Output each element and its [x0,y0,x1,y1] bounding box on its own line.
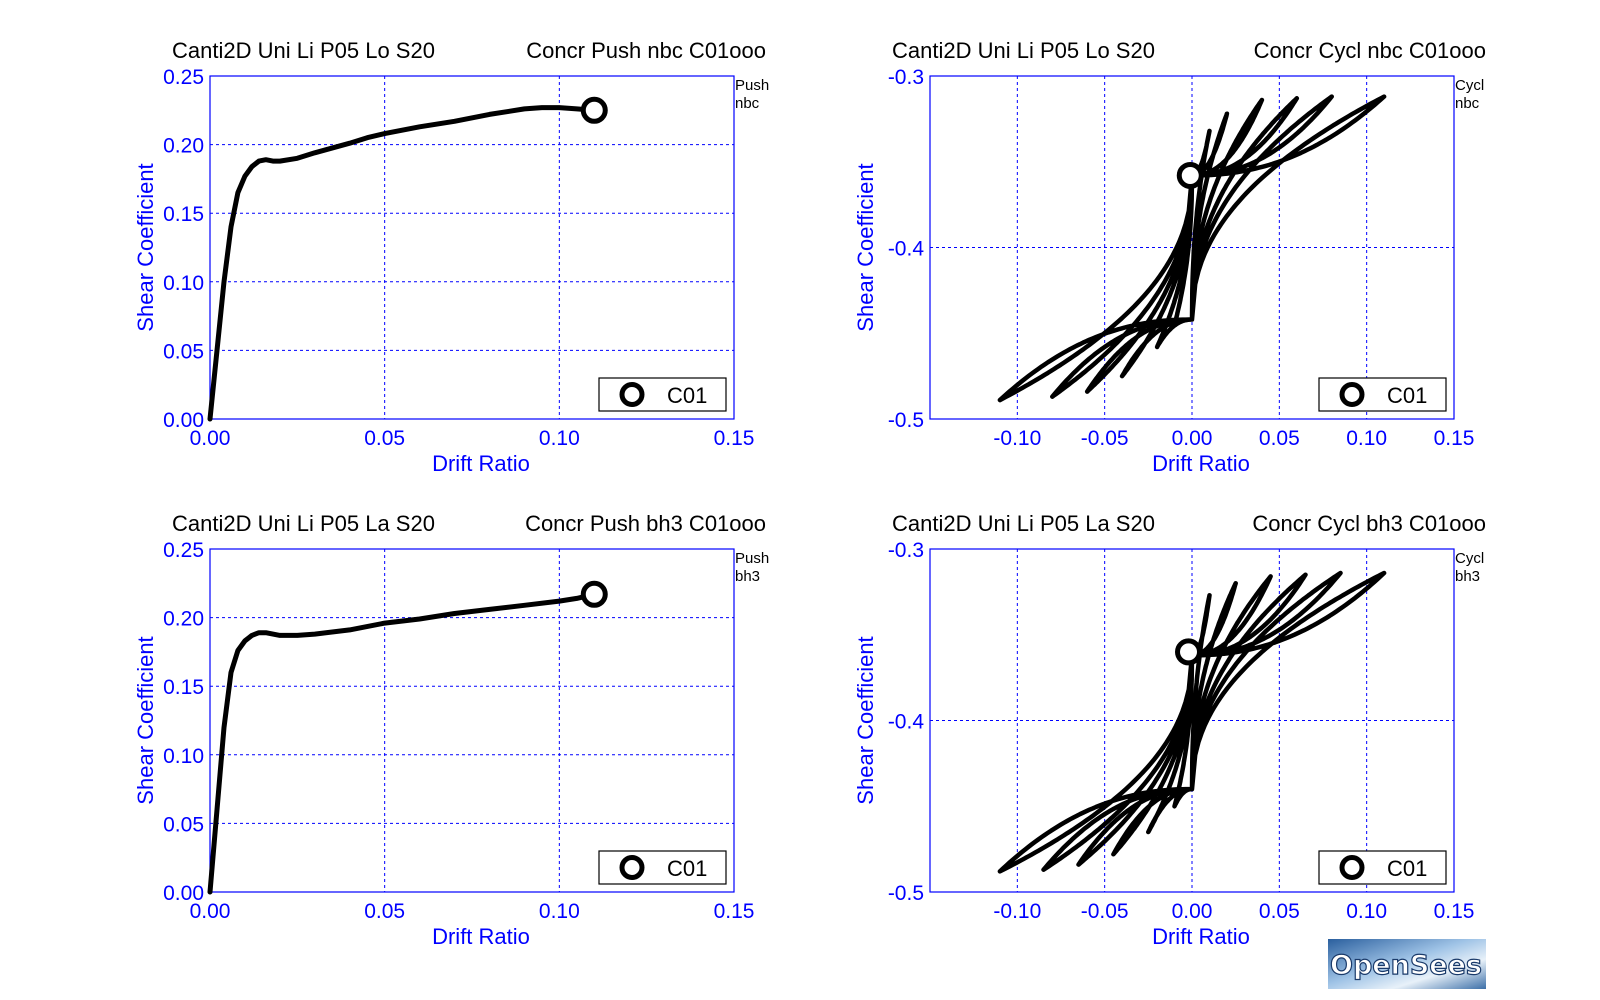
x-tick-label: 0.05 [364,427,405,450]
legend-label: C01 [1387,856,1427,881]
chart-panel-4: -0.10 -0.05 0.00 0.05 0.10 0.15 -0.5 -0.4 -0.3 Dr… [853,511,1486,949]
side-label: nbc [735,95,760,112]
chart-title-right: Concr Cycl nbc C01ooo [1254,38,1486,63]
y-axis-label: Shear Coefficient [853,636,878,804]
y-axis-label: Shear Coefficient [853,163,878,331]
side-label: bh3 [1455,568,1480,585]
y-tick-label: 0.20 [163,135,204,158]
side-label: Cycl [1455,77,1484,94]
legend-label: C01 [1387,383,1427,408]
logo-background [1328,939,1486,989]
y-tick-label: 0.25 [163,539,204,562]
y-tick-label: 0.05 [163,340,204,363]
legend-marker [1339,382,1365,407]
y-tick-label: -0.5 [888,882,924,905]
x-tick-label: 0.15 [714,427,755,450]
chart-title-left: Canti2D Uni Li P05 La S20 [172,511,435,536]
x-tick-label: 0.00 [1172,427,1213,450]
series-end-marker [1175,638,1203,666]
x-tick-label: 0.00 [190,900,231,923]
x-tick-label: -0.05 [1081,427,1129,450]
y-tick-label: -0.4 [888,711,925,734]
x-tick-label: 0.15 [1434,900,1475,923]
x-tick-label: -0.10 [993,900,1041,923]
legend-label: C01 [667,856,707,881]
y-tick-label: 0.10 [163,745,204,768]
x-axis-label: Drift Ratio [1152,451,1250,476]
chart-title-left: Canti2D Uni Li P05 Lo S20 [172,38,435,63]
series-end-marker [580,96,608,124]
side-label: Push [735,77,769,94]
x-tick-label: 0.15 [1434,427,1475,450]
y-tick-label: -0.4 [888,238,925,261]
y-axis-label: Shear Coefficient [133,636,158,804]
series-end-marker [580,580,608,608]
y-axis-label: Shear Coefficient [133,163,158,331]
chart-title-left: Canti2D Uni Li P05 Lo S20 [892,38,1155,63]
x-axis-label: Drift Ratio [432,451,530,476]
y-tick-label: 0.15 [163,676,204,699]
x-tick-label: 0.10 [1346,427,1387,450]
side-label: Push [735,550,769,567]
x-tick-label: 0.10 [539,900,580,923]
chart-title-right: Concr Push nbc C01ooo [526,38,766,63]
plot-frame [209,75,735,420]
x-axis-label: Drift Ratio [1152,924,1250,949]
legend-marker [1339,855,1365,880]
logo-text: OpenSees [1330,950,1482,981]
side-label: bh3 [735,568,760,585]
chart-panel-1: 0.00 0.05 0.10 0.15 0.00 0.05 0.10 0.15 0.20 0.25… [133,38,769,476]
y-tick-label: 0.00 [163,409,204,432]
chart-panels: 0.00 0.05 0.10 0.15 0.00 0.05 0.10 0.15 0.20 0.25… [133,38,1486,949]
plot-frame [929,75,1455,420]
chart-title-left: Canti2D Uni Li P05 La S20 [892,511,1155,536]
x-tick-label: 0.10 [539,427,580,450]
y-tick-label: 0.25 [163,66,204,89]
y-tick-label: 0.15 [163,203,204,226]
chart-panel-2: -0.10 -0.05 0.00 0.05 0.10 0.15 -0.5 -0.4 -0.3 Dr… [853,38,1486,476]
series-hysteresis-c01 [997,570,1387,874]
x-tick-label: 0.15 [714,900,755,923]
side-label: nbc [1455,95,1480,112]
y-tick-label: 0.05 [163,813,204,836]
x-tick-label: 0.05 [1259,900,1300,923]
side-label: Cycl [1455,550,1484,567]
x-tick-label: -0.05 [1081,900,1129,923]
x-tick-label: -0.10 [993,427,1041,450]
legend-marker [619,382,645,407]
y-tick-label: -0.3 [888,539,924,562]
series-line-c01 [207,591,597,895]
x-tick-label: 0.00 [1172,900,1213,923]
y-tick-label: 0.20 [163,608,204,631]
chart-panel-3: 0.00 0.05 0.10 0.15 0.00 0.05 0.10 0.15 0.20 0.25… [133,511,769,949]
x-tick-label: 0.05 [1259,427,1300,450]
chart-title-right: Concr Push bh3 C01ooo [525,511,766,536]
opensees-logo: OpenSees [1328,939,1486,989]
y-tick-label: 0.00 [163,882,204,905]
chart-title-right: Concr Cycl bh3 C01ooo [1252,511,1486,536]
series-line-c01 [207,105,597,422]
y-tick-label: -0.5 [888,409,924,432]
y-tick-label: -0.3 [888,66,924,89]
series-end-marker [1176,161,1204,189]
x-tick-label: 0.05 [364,900,405,923]
legend-marker [619,855,645,880]
x-axis-label: Drift Ratio [432,924,530,949]
plot-frame [209,548,735,893]
x-tick-label: 0.10 [1346,900,1387,923]
legend-label: C01 [667,383,707,408]
series-hysteresis-c01 [997,94,1387,403]
y-tick-label: 0.10 [163,272,204,295]
x-tick-label: 0.00 [190,427,231,450]
plot-frame [929,548,1455,893]
